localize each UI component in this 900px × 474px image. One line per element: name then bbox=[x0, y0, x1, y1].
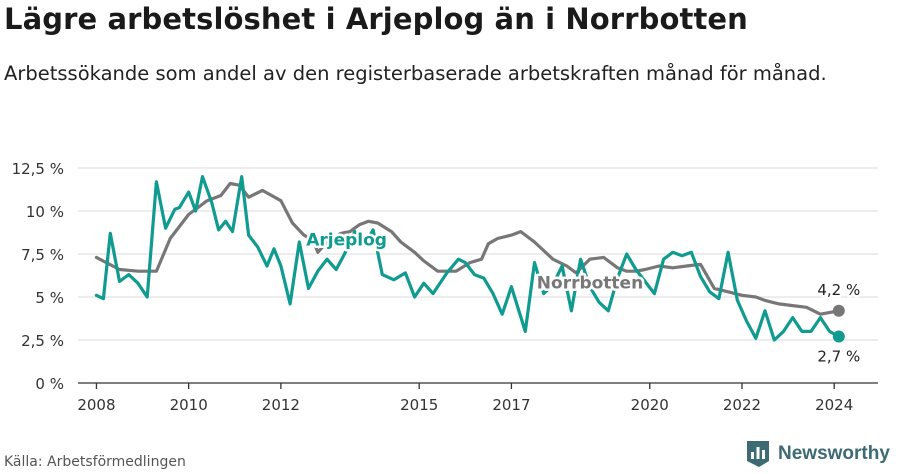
x-tick-label: 2008 bbox=[77, 396, 115, 414]
series-line-arjeplog bbox=[94, 175, 841, 342]
x-tick-label: 2017 bbox=[492, 396, 530, 414]
series-line-norrbotten bbox=[94, 181, 841, 316]
chart-title: Lägre arbetslöshet i Arjeplog än i Norrb… bbox=[4, 2, 748, 36]
x-axis: 2008 2010 2012 2015 2017 2020 2022 2024 bbox=[77, 382, 878, 414]
brand-name: Newsworthy bbox=[778, 443, 890, 464]
series-labels: Arjeplog Norrbotten 4,2 % 2,7 % bbox=[304, 228, 863, 368]
x-tick-label: 2022 bbox=[723, 396, 761, 414]
series-lines bbox=[94, 175, 845, 343]
chart-subtitle: Arbetssökande som andel av den registerb… bbox=[4, 62, 827, 85]
newsworthy-logo-icon bbox=[747, 441, 769, 467]
x-tick-label: 2020 bbox=[631, 396, 669, 414]
end-value-norrbotten: 4,2 % bbox=[817, 281, 860, 299]
y-tick-label: 12,5 % bbox=[12, 160, 64, 178]
y-tick-label: 5 % bbox=[35, 289, 64, 307]
x-tick-label: 2015 bbox=[400, 396, 438, 414]
y-tick-label: 10 % bbox=[26, 203, 64, 221]
x-tick-label: 2012 bbox=[262, 396, 300, 414]
brand-logo-block[interactable]: Newsworthy bbox=[746, 440, 890, 468]
y-axis-tick-labels: 0 % 2,5 % 5 % 7,5 % 10 % 12,5 % bbox=[12, 160, 64, 393]
source-note: Källa: Arbetsförmedlingen bbox=[4, 454, 186, 470]
x-tick-label: 2010 bbox=[170, 396, 208, 414]
y-tick-label: 7,5 % bbox=[21, 246, 64, 264]
end-point-norrbotten bbox=[832, 304, 845, 317]
series-label-arjeplog: Arjeplog bbox=[306, 230, 387, 250]
x-tick-label: 2024 bbox=[815, 396, 853, 414]
y-tick-label: 0 % bbox=[35, 375, 64, 393]
y-tick-label: 2,5 % bbox=[21, 332, 64, 350]
end-point-arjeplog bbox=[832, 330, 845, 343]
series-label-norrbotten: Norrbotten bbox=[537, 273, 643, 293]
end-value-arjeplog: 2,7 % bbox=[817, 348, 860, 366]
